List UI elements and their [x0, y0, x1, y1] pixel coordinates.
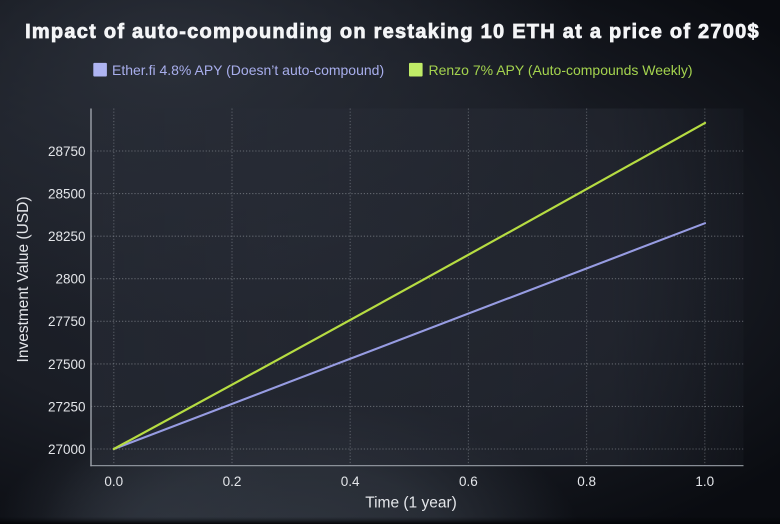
svg-text:28500: 28500: [48, 187, 86, 202]
svg-text:27500: 27500: [48, 357, 86, 372]
svg-text:0.0: 0.0: [104, 474, 123, 489]
svg-text:Time (1 year): Time (1 year): [365, 495, 457, 512]
svg-text:28250: 28250: [48, 229, 86, 244]
svg-text:27250: 27250: [48, 399, 86, 414]
svg-text:0.2: 0.2: [223, 474, 242, 489]
svg-text:Renzo 7% APY (Auto-compounds W: Renzo 7% APY (Auto-compounds Weekly): [429, 62, 693, 78]
svg-text:27750: 27750: [48, 314, 86, 329]
svg-text:2800: 2800: [55, 272, 85, 287]
svg-text:0.8: 0.8: [577, 474, 596, 489]
svg-text:27000: 27000: [48, 442, 86, 457]
svg-text:0.4: 0.4: [341, 474, 360, 489]
svg-text:0.6: 0.6: [459, 474, 478, 489]
svg-text:Impact of auto-compounding on: Impact of auto-compounding on restaking …: [25, 21, 760, 43]
svg-text:28750: 28750: [48, 144, 86, 159]
svg-text:1.0: 1.0: [695, 474, 714, 489]
svg-text:Investment Value (USD): Investment Value (USD): [15, 197, 32, 363]
svg-text:Ether.fi 4.8% APY (Doesn’t aut: Ether.fi 4.8% APY (Doesn’t auto-compound…: [112, 62, 384, 78]
